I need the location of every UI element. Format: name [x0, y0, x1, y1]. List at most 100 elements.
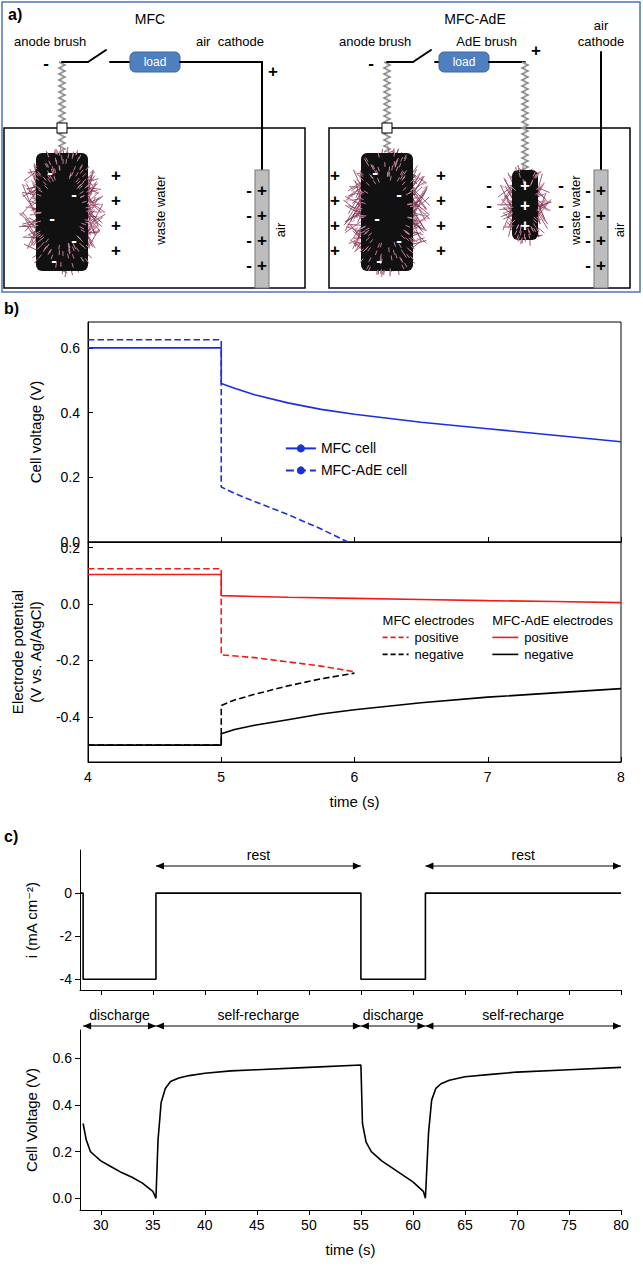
svg-text:0.0: 0.0: [53, 1190, 73, 1206]
svg-text:(V vs. Ag/AgCl): (V vs. Ag/AgCl): [27, 601, 44, 703]
svg-text:-: -: [47, 163, 53, 182]
svg-text:0.4: 0.4: [53, 1097, 73, 1113]
svg-text:50: 50: [301, 1217, 317, 1233]
svg-text:+: +: [436, 166, 446, 185]
svg-text:rest: rest: [512, 847, 535, 863]
svg-text:-: -: [43, 54, 49, 73]
svg-text:+: +: [257, 231, 267, 250]
svg-text:-: -: [246, 206, 252, 225]
svg-text:-: -: [368, 54, 374, 73]
svg-text:Cell voltage (V): Cell voltage (V): [27, 381, 44, 484]
svg-text:air: air: [612, 222, 627, 237]
svg-text:-: -: [71, 185, 77, 204]
svg-text:MFC-AdE: MFC-AdE: [444, 11, 505, 27]
svg-text:discharge: discharge: [363, 1007, 424, 1023]
svg-text:time (s): time (s): [326, 1241, 376, 1258]
svg-text:0.6: 0.6: [53, 1050, 73, 1066]
svg-text:cathode: cathode: [578, 34, 624, 49]
svg-text:anode brush: anode brush: [14, 34, 86, 49]
svg-text:70: 70: [509, 1217, 525, 1233]
svg-text:+: +: [257, 181, 267, 200]
svg-text:self-recharge: self-recharge: [482, 1007, 564, 1023]
svg-text:+: +: [111, 216, 121, 235]
svg-text:-0.4: -0.4: [56, 709, 80, 725]
svg-text:+: +: [257, 206, 267, 225]
svg-text:waste water: waste water: [153, 175, 168, 246]
svg-text:MFC cell: MFC cell: [321, 440, 376, 456]
svg-text:-: -: [585, 256, 591, 275]
svg-text:air: air: [273, 222, 288, 237]
svg-text:+: +: [520, 176, 530, 195]
svg-text:+: +: [436, 241, 446, 260]
svg-text:80: 80: [613, 1217, 629, 1233]
svg-text:discharge: discharge: [89, 1007, 150, 1023]
svg-text:self-recharge: self-recharge: [218, 1007, 300, 1023]
svg-text:-4: -4: [60, 971, 73, 987]
svg-text:time (s): time (s): [330, 793, 380, 810]
svg-text:0.4: 0.4: [61, 405, 81, 421]
svg-text:air: air: [594, 18, 609, 33]
svg-text:65: 65: [457, 1217, 473, 1233]
svg-text:+: +: [436, 191, 446, 210]
svg-text:positive: positive: [524, 630, 568, 645]
svg-text:-: -: [396, 231, 402, 250]
svg-text:i (mA cm⁻²): i (mA cm⁻²): [23, 882, 40, 958]
svg-text:-: -: [246, 231, 252, 250]
svg-text:-: -: [585, 181, 591, 200]
svg-text:75: 75: [561, 1217, 577, 1233]
svg-text:-: -: [71, 231, 77, 250]
svg-text:45: 45: [249, 1217, 265, 1233]
svg-text:+: +: [111, 191, 121, 210]
svg-text:-: -: [374, 209, 380, 228]
svg-text:+: +: [520, 216, 530, 235]
svg-text:MFC: MFC: [135, 11, 165, 27]
svg-text:b): b): [4, 300, 19, 317]
svg-text:7: 7: [484, 769, 492, 785]
svg-text:AdE brush: AdE brush: [456, 34, 517, 49]
svg-text:Electrode potential: Electrode potential: [9, 590, 26, 714]
svg-text:negative: negative: [524, 647, 573, 662]
svg-text:+: +: [436, 216, 446, 235]
svg-text:30: 30: [93, 1217, 109, 1233]
svg-text:0.2: 0.2: [53, 1144, 73, 1160]
svg-text:-: -: [51, 251, 57, 270]
svg-text:load: load: [144, 55, 167, 69]
svg-text:+: +: [531, 41, 541, 60]
svg-text:MFC electrodes: MFC electrodes: [383, 613, 475, 628]
svg-text:+: +: [596, 256, 606, 275]
svg-text:+: +: [596, 206, 606, 225]
svg-text:MFC-AdE cell: MFC-AdE cell: [321, 462, 407, 478]
svg-text:60: 60: [405, 1217, 421, 1233]
svg-text:a): a): [8, 6, 22, 23]
svg-text:-: -: [585, 206, 591, 225]
svg-text:0.2: 0.2: [61, 469, 81, 485]
svg-text:-: -: [558, 196, 564, 215]
svg-text:+: +: [520, 196, 530, 215]
svg-text:4: 4: [84, 769, 92, 785]
svg-text:-: -: [246, 181, 252, 200]
svg-text:+: +: [330, 191, 340, 210]
svg-text:-2: -2: [60, 928, 73, 944]
svg-text:+: +: [596, 231, 606, 250]
svg-text:-: -: [486, 196, 492, 215]
svg-text:8: 8: [617, 769, 625, 785]
svg-text:40: 40: [197, 1217, 213, 1233]
svg-text:MFC-AdE electrodes: MFC-AdE electrodes: [492, 613, 613, 628]
svg-text:0.6: 0.6: [61, 340, 81, 356]
svg-text:positive: positive: [415, 630, 459, 645]
svg-text:+: +: [330, 241, 340, 260]
svg-text:anode brush: anode brush: [339, 34, 411, 49]
svg-text:55: 55: [353, 1217, 369, 1233]
svg-text:+: +: [111, 166, 121, 185]
svg-text:+: +: [111, 241, 121, 260]
svg-text:rest: rest: [247, 847, 270, 863]
svg-text:-: -: [558, 216, 564, 235]
svg-text:-: -: [558, 176, 564, 195]
svg-text:0.0: 0.0: [61, 596, 81, 612]
svg-text:air cathode: air cathode: [196, 34, 264, 49]
svg-text:-: -: [49, 209, 55, 228]
svg-text:Cell Voltage (V): Cell Voltage (V): [23, 1068, 40, 1172]
svg-text:+: +: [330, 166, 340, 185]
svg-text:+: +: [268, 62, 278, 81]
svg-text:waste water: waste water: [568, 175, 583, 246]
